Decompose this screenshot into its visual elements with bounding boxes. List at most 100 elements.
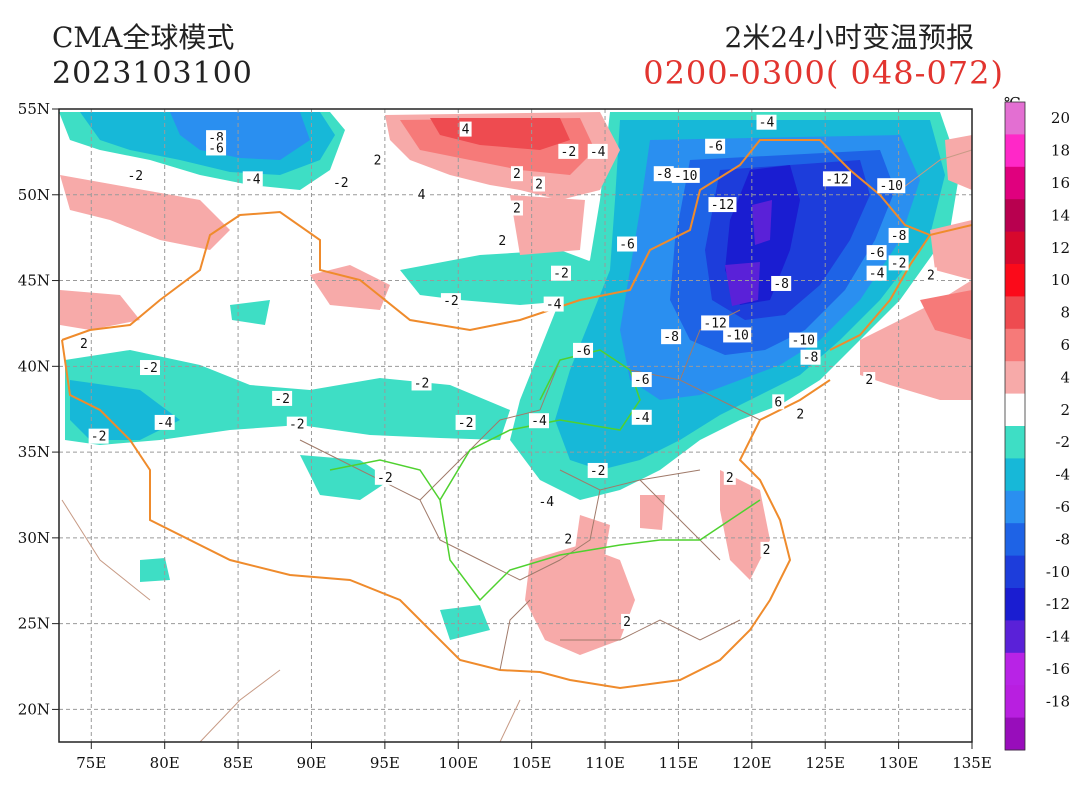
contour-label: 2 (374, 153, 382, 168)
lat-tick-label: 45N (18, 272, 50, 290)
colorbar-level-label: 12 (1051, 239, 1070, 257)
colorbar-level-label: -6 (1055, 498, 1070, 516)
contour-label: -12 (703, 316, 726, 331)
contour-label-bg (708, 197, 737, 213)
contour-label: -8 (803, 351, 819, 366)
contour-label: -6 (208, 141, 224, 156)
colorbar-swatch (1005, 134, 1025, 168)
lon-tick-label: 130E (879, 754, 919, 772)
contour-label-bg (661, 329, 682, 345)
colorbar-swatch (1005, 620, 1025, 654)
contour-label-bg (866, 245, 887, 261)
contour-label: 2 (535, 177, 543, 192)
contour-label-bg (242, 171, 263, 187)
contour-label-bg (272, 390, 293, 406)
lon-tick-label: 100E (438, 754, 478, 772)
contour-label: -10 (674, 169, 697, 184)
colorbar-swatch (1005, 296, 1025, 330)
contour-label-bg (701, 315, 730, 331)
contour-label: -2 (289, 418, 305, 433)
contour-label: -2 (891, 256, 907, 271)
contour-label-bg (77, 336, 90, 352)
contour-label-bg (510, 166, 523, 182)
boundaries (61, 139, 972, 742)
colorbar-level-label: -2 (1055, 433, 1070, 451)
contour-label-bg (543, 296, 564, 312)
lon-tick-label: 105E (512, 754, 552, 772)
contour-label-bg (330, 174, 351, 190)
lat-tick-label: 25N (18, 615, 50, 633)
lon-tick-label: 85E (223, 754, 253, 772)
contour-label: -4 (538, 495, 554, 510)
run-time: 2023103100 (52, 56, 253, 91)
contour-label-bg (621, 613, 634, 629)
contour-label: -2 (443, 294, 459, 309)
contour-label-bg (705, 138, 726, 154)
lon-tick-label: 135E (952, 754, 992, 772)
colorbar-swatch (1005, 652, 1025, 686)
contour-label-bg (587, 462, 608, 478)
contour-label: -2 (127, 169, 143, 184)
contour-label-bg (772, 394, 785, 410)
colorbar-swatch (1005, 555, 1025, 589)
colorbar-swatch (1005, 328, 1025, 362)
contour-label: -6 (619, 238, 635, 253)
colorbar-level-label: 4 (1060, 368, 1070, 386)
model-name: CMA全球模式 (52, 21, 235, 54)
contour-label: -6 (575, 344, 591, 359)
contour-label: 6 (774, 395, 782, 410)
lon-tick-label: 125E (805, 754, 845, 772)
contour-label: -2 (561, 145, 577, 160)
contour-label-bg (877, 178, 906, 194)
contour-label-bg (631, 372, 652, 388)
contour-label: -10 (880, 179, 903, 194)
contour-label-bg (756, 114, 777, 130)
contour-label: 4 (418, 188, 426, 203)
colorbar-swatch (1005, 490, 1025, 524)
colorbar-swatch (1005, 231, 1025, 265)
contour-label-bg (888, 255, 909, 271)
contour-label-bg (723, 327, 752, 343)
lat-tick-label: 50N (18, 186, 50, 204)
lat-tick-label: 30N (18, 529, 50, 547)
contour-label: 2 (763, 543, 771, 558)
contour-label-bg (924, 267, 937, 283)
colorbar-swatch (1005, 166, 1025, 200)
contour-label-bg (206, 140, 227, 156)
contour-label: -8 (656, 167, 672, 182)
contour-label-bg (562, 531, 575, 547)
cold-shading (59, 112, 960, 640)
contour-label-bg (631, 409, 652, 425)
contour-label-bg (558, 143, 579, 159)
contour-label-bg (671, 167, 700, 183)
contour-label-bg (760, 541, 773, 557)
contour-label: 2 (80, 337, 88, 352)
contour-label: -2 (142, 361, 158, 376)
contour-label-bg (455, 414, 476, 430)
contour-label: 2 (726, 471, 734, 486)
contour-label-bg (440, 293, 461, 309)
colorbar-level-label: 6 (1060, 336, 1070, 354)
map-frame (58, 108, 973, 743)
lon-tick-label: 110E (585, 754, 625, 772)
contour-label-bg (510, 200, 523, 216)
contour-label: -4 (869, 267, 885, 282)
contour-label: 2 (513, 167, 521, 182)
contour-label-bg (536, 493, 557, 509)
contour-label-bg (374, 469, 395, 485)
contour-label-bg (794, 406, 807, 422)
contour-label-bg (532, 176, 545, 192)
contour-label-bg (800, 349, 821, 365)
contour-label: 2 (865, 373, 873, 388)
colorbar-swatch (1005, 199, 1025, 233)
contour-label: -6 (707, 140, 723, 155)
contour-label: -2 (274, 392, 290, 407)
contour-label-bg (496, 233, 509, 249)
contour-label: -6 (634, 373, 650, 388)
lat-tick-label: 40N (18, 357, 50, 375)
valid-time: 0200-0300( 048-072) (643, 54, 1004, 92)
colorbar-swatch (1005, 523, 1025, 557)
colorbar-level-label: 8 (1060, 304, 1070, 322)
